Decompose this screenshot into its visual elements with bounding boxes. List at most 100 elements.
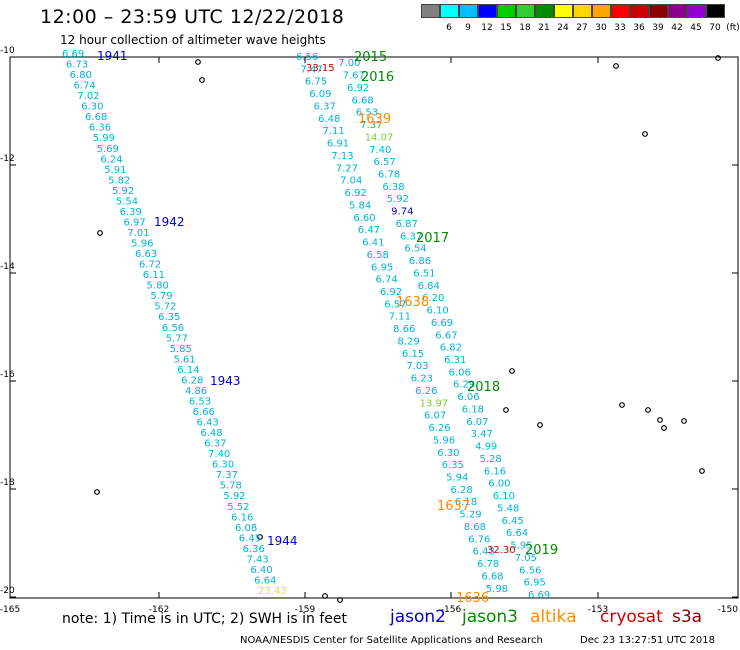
color-swatch <box>573 4 592 18</box>
island-marker <box>257 534 263 540</box>
color-label: 21 <box>538 23 550 33</box>
wave-height-value: 6.84 <box>418 281 440 292</box>
wave-height-value: 6.95 <box>371 262 393 273</box>
wave-height-value: 5.92 <box>387 194 409 205</box>
wave-height-value: 6.48 <box>318 114 340 125</box>
legend-cryosat: cryosat <box>600 607 663 627</box>
color-label: 70 <box>709 23 721 33</box>
wave-height-value: 5.77 <box>166 333 188 344</box>
wave-height-value: 6.07 <box>466 417 488 428</box>
wave-height-value: 6.43 <box>473 547 495 558</box>
wave-height-value: 6.82 <box>440 343 462 354</box>
wave-height-value: 3.47 <box>471 429 493 440</box>
wave-height-value: 6.47 <box>358 225 380 236</box>
wave-height-value: 6.16 <box>231 512 253 523</box>
wave-height-value: 6.36 <box>89 123 111 134</box>
wave-height-value: 14.07 <box>365 132 394 143</box>
wave-height-value: 6.53 <box>356 108 378 119</box>
lon-tick-label: -150 <box>718 605 739 615</box>
lat-tick-label: -10 <box>0 46 15 56</box>
legend-s3a: s3a <box>672 607 703 627</box>
lat-tick-label: -12 <box>0 154 15 164</box>
time-label: 2018 <box>467 380 500 395</box>
footer-credit: NOAA/NESDIS Center for Satellite Applica… <box>240 635 543 646</box>
lat-tick-label: -20 <box>0 586 15 596</box>
wave-height-value: 7.05 <box>515 553 537 564</box>
wave-height-value: 6.26 <box>415 386 437 397</box>
wave-height-value: 6.07 <box>424 411 446 422</box>
legend-jason3: jason3 <box>462 607 518 627</box>
time-label: 1944 <box>267 534 298 548</box>
wave-height-value: 5.96 <box>433 435 455 446</box>
wave-height-value: 6.37 <box>204 439 226 450</box>
wave-height-value: 6.16 <box>484 466 506 477</box>
color-label: 33 <box>614 23 626 33</box>
wave-height-value: 6.68 <box>85 112 107 123</box>
lat-tick-label: -18 <box>0 478 15 488</box>
wave-height-value: 6.08 <box>235 523 257 534</box>
wave-height-value: 6.74 <box>375 275 397 286</box>
time-label: 1638 <box>396 295 429 310</box>
color-label: 36 <box>633 23 645 33</box>
island-marker <box>322 593 328 599</box>
wave-height-value: 6.28 <box>181 375 203 386</box>
wave-height-value: 6.41 <box>362 238 384 249</box>
wave-height-value: 6.64 <box>506 528 528 539</box>
wave-height-value: 4.99 <box>475 442 497 453</box>
island-marker <box>195 59 201 65</box>
wave-height-value: 5.94 <box>446 473 468 484</box>
color-label: 15 <box>500 23 512 33</box>
wave-height-value: 6.68 <box>351 95 373 106</box>
island-marker <box>661 425 667 431</box>
wave-height-value: 7.40 <box>208 449 230 460</box>
island-marker <box>503 407 509 413</box>
island-marker <box>681 418 687 424</box>
wave-height-value: 7.02 <box>77 91 99 102</box>
color-swatch <box>706 4 725 18</box>
wave-height-value: 6.69 <box>62 49 84 60</box>
wave-height-value: 6.37 <box>314 101 336 112</box>
wave-height-value: 6.66 <box>193 407 215 418</box>
wave-height-value: 6.75 <box>305 77 327 88</box>
wave-height-value: 6.35 <box>158 312 180 323</box>
wave-height-value: 6.10 <box>426 306 448 317</box>
time-label: 1636 <box>456 591 489 606</box>
legend-altika: altika <box>530 607 577 627</box>
legend-jason2: jason2 <box>390 607 446 627</box>
wave-height-value: 6.26 <box>428 423 450 434</box>
lon-tick-label: -165 <box>0 605 20 615</box>
island-marker <box>613 63 619 69</box>
wave-height-value: 6.28 <box>450 485 472 496</box>
time-label: 2017 <box>416 231 449 246</box>
map-title: 12:00 – 23:59 UTC 12/22/2018 <box>40 6 345 28</box>
color-swatch <box>535 4 554 18</box>
color-swatch <box>592 4 611 18</box>
wave-height-value: 7.11 <box>322 126 344 137</box>
wave-height-value: 5.69 <box>97 144 119 155</box>
wave-height-value: 7.67 <box>343 71 365 82</box>
wave-height-value: 6.45 <box>239 533 261 544</box>
wave-height-value: 6.78 <box>477 559 499 570</box>
wave-height-value: 6.37 <box>400 231 422 242</box>
wave-height-value: 6.60 <box>353 213 375 224</box>
footer-note: note: 1) Time is in UTC; 2) SWH is in fe… <box>62 611 348 627</box>
wave-height-value: 5.29 <box>459 510 481 521</box>
wave-height-value: 5.95 <box>510 541 532 552</box>
island-marker <box>94 489 100 495</box>
wave-height-value: 6.20 <box>422 293 444 304</box>
lat-tick-label: -14 <box>0 262 15 272</box>
wave-height-value: 6.80 <box>70 70 92 81</box>
wave-height-value: 6.56 <box>162 323 184 334</box>
color-swatch <box>630 4 649 18</box>
island-marker <box>645 407 651 413</box>
wave-height-value: 5.92 <box>112 186 134 197</box>
wave-height-value: 7.11 <box>389 312 411 323</box>
wave-height-value: 5.79 <box>150 291 172 302</box>
footer-date: Dec 23 13:27:51 UTC 2018 <box>580 635 715 646</box>
wave-height-value: 6.18 <box>455 497 477 508</box>
color-unit: (ft) <box>726 23 740 33</box>
color-swatch <box>668 4 687 18</box>
wave-height-value: 5.52 <box>227 502 249 513</box>
wave-height-value: 6.57 <box>374 157 396 168</box>
